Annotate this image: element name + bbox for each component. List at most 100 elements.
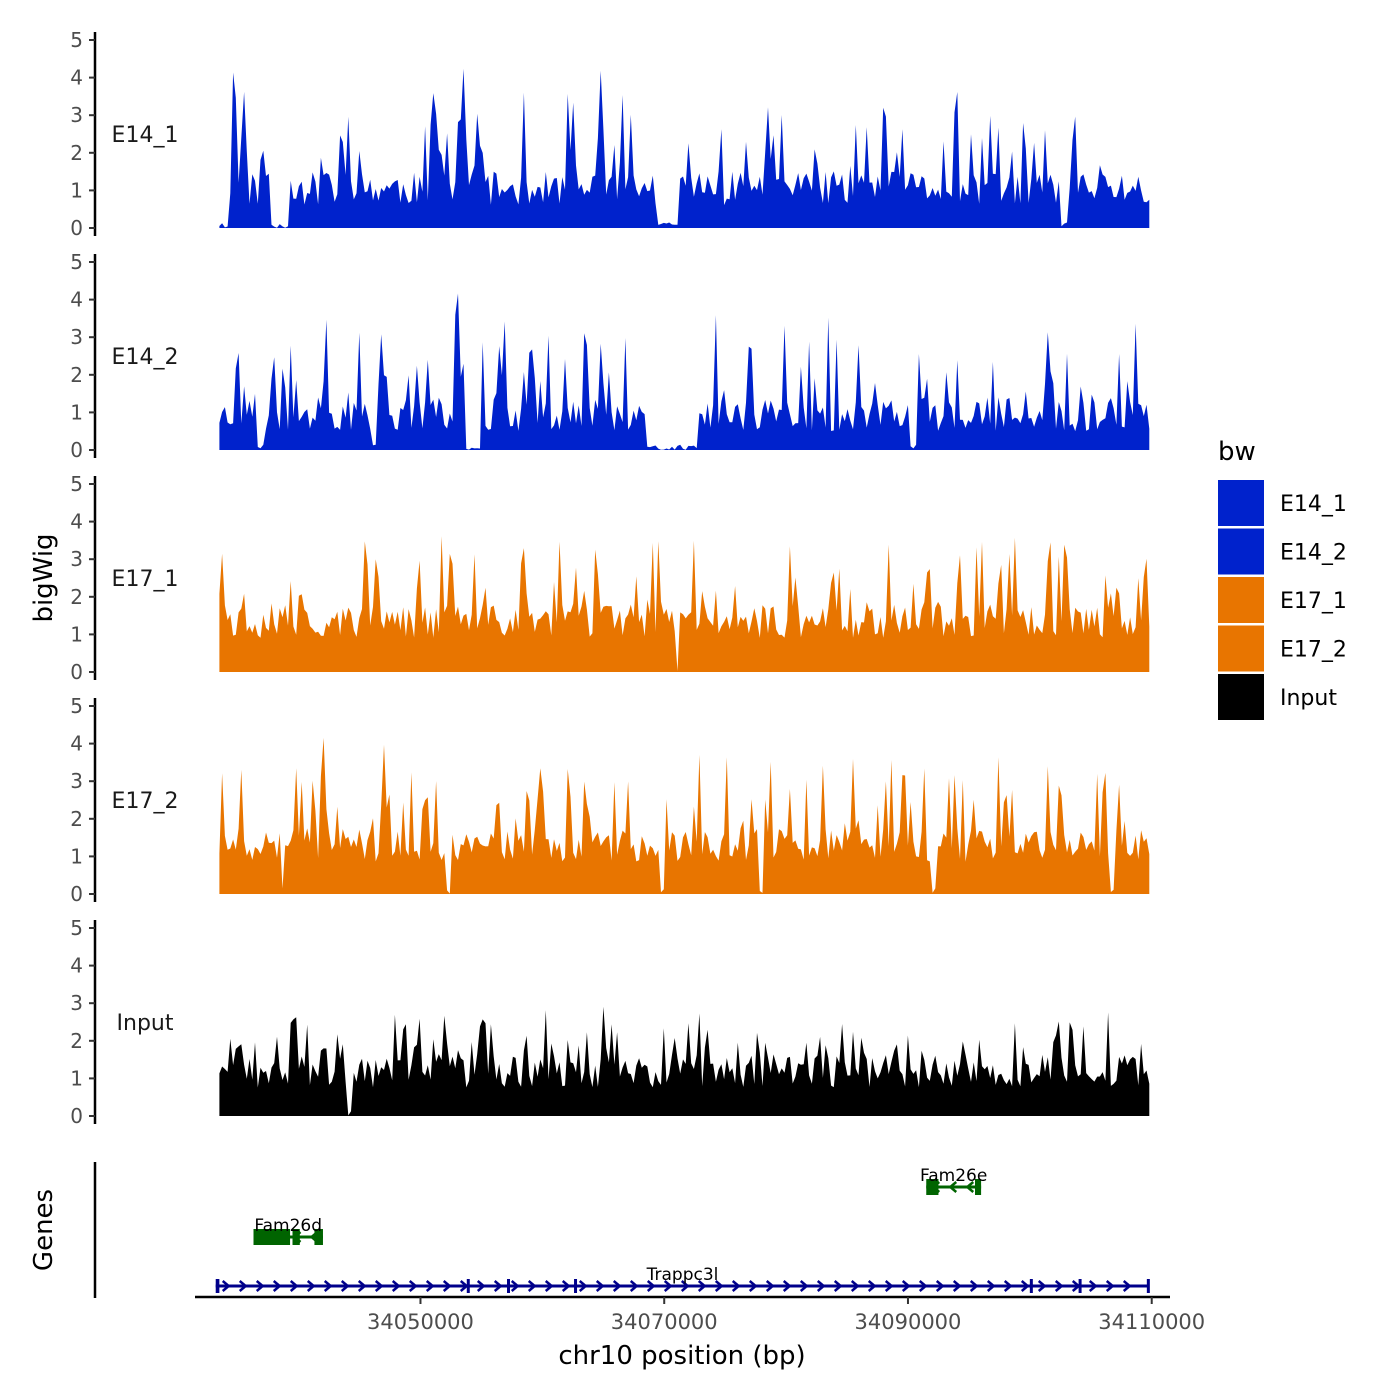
legend-swatch-E14_1 xyxy=(1218,480,1264,526)
y-tick-label: 0 xyxy=(70,882,83,906)
gene-exon xyxy=(215,1279,220,1293)
gene-label-Fam26e: Fam26e xyxy=(920,1166,987,1186)
strand-arrow xyxy=(1020,1280,1030,1292)
gene-exon xyxy=(1029,1279,1033,1293)
y-tick-label: 3 xyxy=(70,769,83,793)
gene-Trappc3l: Trappc3l xyxy=(215,1265,1150,1293)
strand-arrow xyxy=(544,1280,554,1292)
legend-label-E17_1: E17_1 xyxy=(1280,589,1347,614)
x-tick-label: 34090000 xyxy=(855,1310,962,1334)
strand-arrow xyxy=(986,1280,996,1292)
track-label-E14_1: E14_1 xyxy=(112,123,179,148)
strand-arrow xyxy=(714,1280,724,1292)
gene-exon xyxy=(1146,1279,1150,1293)
gene-Fam26d: Fam26d xyxy=(253,1216,323,1245)
strand-arrow xyxy=(1054,1280,1064,1292)
strand-arrow xyxy=(1122,1280,1132,1292)
gene-label-Trappc3l: Trappc3l xyxy=(646,1265,719,1285)
y-tick-label: 3 xyxy=(70,991,83,1015)
strand-arrow xyxy=(510,1280,520,1292)
signal-area-E17_2 xyxy=(219,737,1150,894)
strand-arrow xyxy=(391,1280,401,1292)
x-axis-label: chr10 position (bp) xyxy=(558,1341,805,1371)
strand-arrow xyxy=(1088,1280,1098,1292)
y-tick-label: 3 xyxy=(70,103,83,127)
strand-arrow xyxy=(357,1280,367,1292)
legend: bw E14_1 E14_2 E17_1 E17_2 Input xyxy=(1218,437,1347,720)
signal-area-E14_2 xyxy=(219,293,1150,450)
gene-exon xyxy=(253,1229,291,1245)
strand-arrow xyxy=(918,1280,928,1292)
legend-label-E17_2: E17_2 xyxy=(1280,638,1347,663)
gene-exon xyxy=(574,1279,578,1293)
gene-exon xyxy=(1078,1279,1082,1293)
y-axis-label: bigWig xyxy=(29,533,59,622)
strand-arrow xyxy=(646,1280,656,1292)
track-label-E14_2: E14_2 xyxy=(112,345,179,370)
strand-arrow xyxy=(561,1280,571,1292)
gene-label-Fam26d: Fam26d xyxy=(254,1216,322,1236)
gene-exon xyxy=(314,1229,323,1245)
y-tick-label: 2 xyxy=(70,1029,83,1053)
y-tick-label: 2 xyxy=(70,141,83,165)
gene-exon xyxy=(292,1229,300,1245)
strand-arrow xyxy=(965,1181,975,1193)
legend-swatch-Input xyxy=(1218,674,1264,720)
y-tick-label: 5 xyxy=(70,694,83,718)
strand-arrow xyxy=(867,1280,877,1292)
strand-arrow xyxy=(935,1280,945,1292)
strand-arrow xyxy=(425,1280,435,1292)
strand-arrow xyxy=(833,1280,843,1292)
strand-arrow xyxy=(748,1280,758,1292)
strand-arrow xyxy=(459,1280,469,1292)
strand-arrow xyxy=(612,1280,622,1292)
legend-swatch-E17_2 xyxy=(1218,625,1264,672)
track-panels: 0 1 2 3 4 5 E14_1 0 1 2 3 4 5 E14_2 0 1 2 3 4 5 E17_1 0 1 2 3 4 5 E… xyxy=(70,28,1150,1128)
track-label-E17_2: E17_2 xyxy=(112,789,179,814)
strand-arrow xyxy=(850,1280,860,1292)
y-tick-label: 0 xyxy=(70,660,83,684)
strand-arrow xyxy=(527,1280,537,1292)
panel-E14_2: 0 1 2 3 4 5 E14_2 xyxy=(70,250,1150,462)
strand-arrow xyxy=(476,1280,486,1292)
strand-arrow xyxy=(884,1280,894,1292)
strand-arrow xyxy=(1003,1280,1013,1292)
strand-arrow xyxy=(948,1181,958,1193)
y-tick-label: 4 xyxy=(70,66,83,90)
y-tick-label: 5 xyxy=(70,250,83,274)
strand-arrow xyxy=(816,1280,826,1292)
panel-E14_1: 0 1 2 3 4 5 E14_1 xyxy=(70,28,1150,240)
genes-axis-label: Genes xyxy=(29,1189,59,1271)
strand-arrow xyxy=(782,1280,792,1292)
y-tick-label: 4 xyxy=(70,510,83,534)
x-tick-label: 34050000 xyxy=(367,1310,474,1334)
strand-arrow xyxy=(680,1280,690,1292)
y-tick-label: 2 xyxy=(70,585,83,609)
strand-arrow xyxy=(306,1280,316,1292)
y-tick-label: 0 xyxy=(70,216,83,240)
signal-area-Input xyxy=(219,1006,1150,1116)
track-label-E17_1: E17_1 xyxy=(112,567,179,592)
strand-arrow xyxy=(595,1280,605,1292)
y-tick-label: 1 xyxy=(70,1066,83,1090)
strand-arrow xyxy=(238,1280,248,1292)
y-tick-label: 5 xyxy=(70,28,83,52)
legend-swatch-E17_1 xyxy=(1218,577,1264,623)
panel-E17_1: 0 1 2 3 4 5 E17_1 xyxy=(70,472,1150,684)
legend-title: bw xyxy=(1218,437,1256,467)
strand-arrow xyxy=(578,1280,588,1292)
signal-area-E14_1 xyxy=(219,68,1150,228)
y-tick-label: 4 xyxy=(70,732,83,756)
y-tick-label: 2 xyxy=(70,363,83,387)
y-tick-label: 2 xyxy=(70,807,83,831)
y-tick-label: 4 xyxy=(70,954,83,978)
x-tick-label: 34110000 xyxy=(1098,1310,1205,1334)
strand-arrow xyxy=(493,1280,503,1292)
track-label-Input: Input xyxy=(117,1011,174,1036)
y-tick-label: 1 xyxy=(70,844,83,868)
legend-label-E14_2: E14_2 xyxy=(1280,541,1347,566)
x-tick-label: 34070000 xyxy=(611,1310,718,1334)
y-tick-label: 5 xyxy=(70,472,83,496)
y-tick-label: 1 xyxy=(70,622,83,646)
y-tick-label: 0 xyxy=(70,1104,83,1128)
